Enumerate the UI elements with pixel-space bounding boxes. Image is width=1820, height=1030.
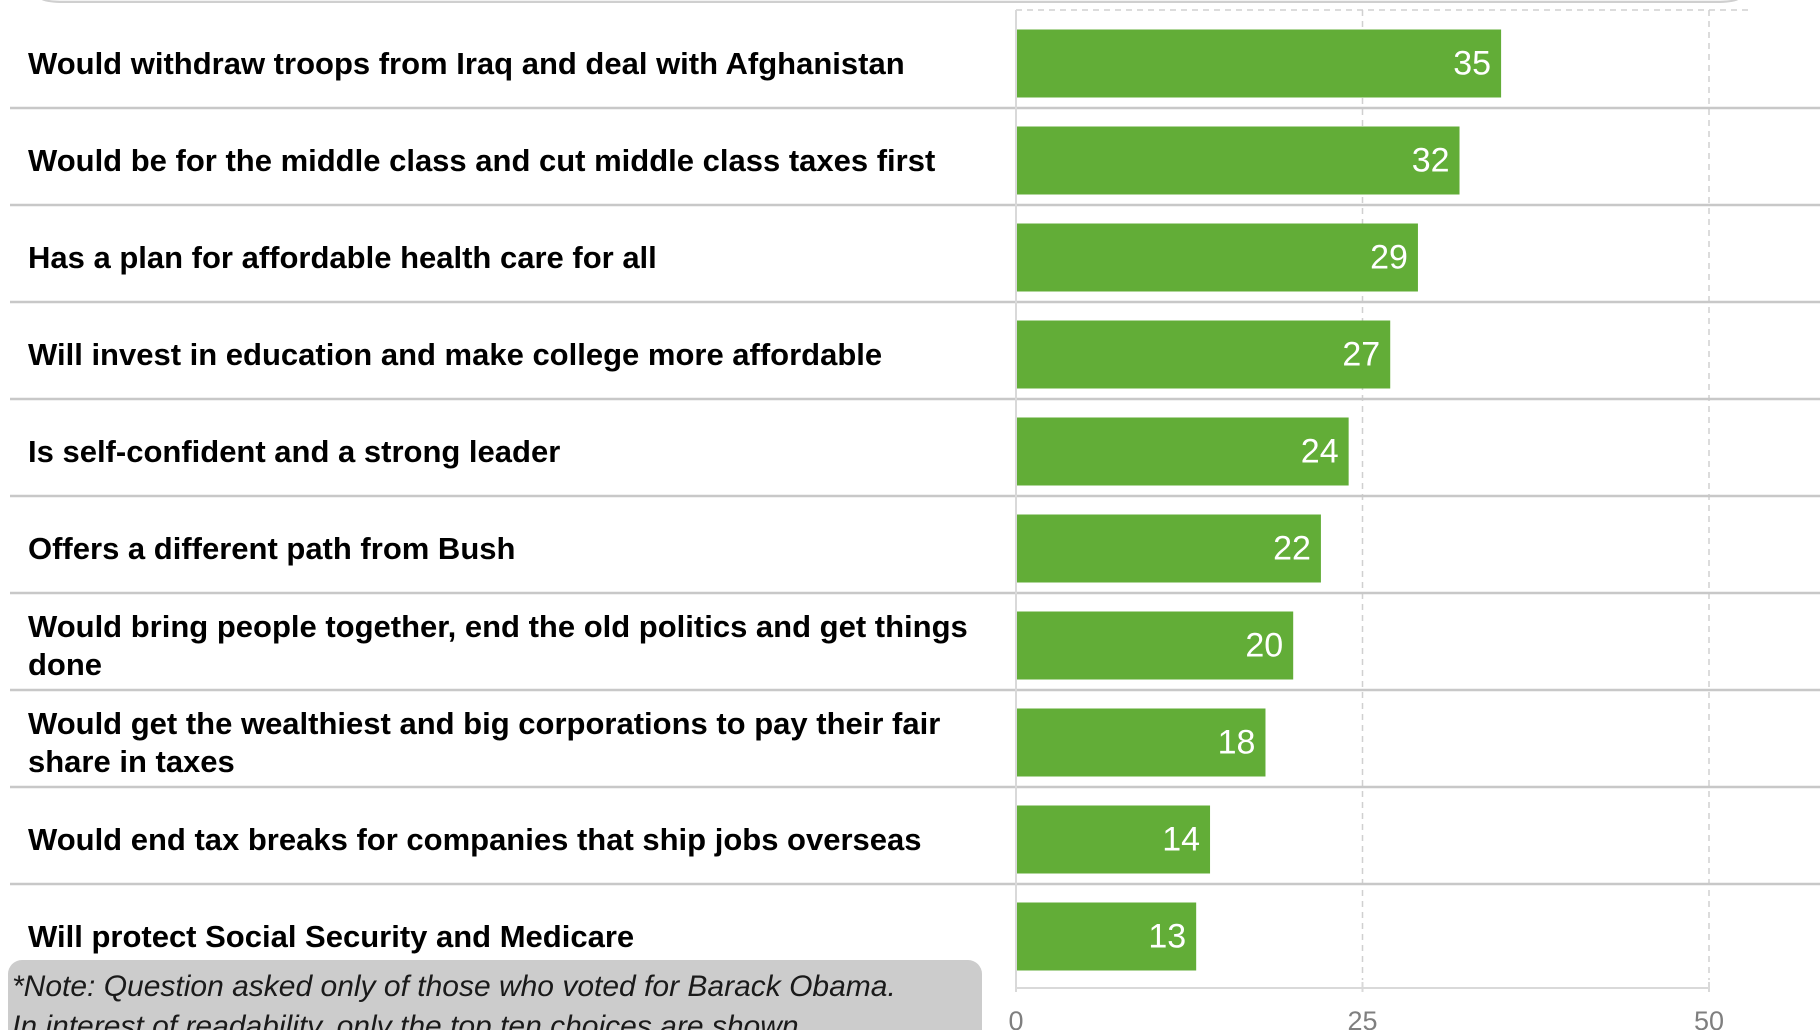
bar (1016, 29, 1502, 98)
category-label: Would end tax breaks for companies that … (28, 822, 922, 857)
value-label: 22 (1273, 530, 1311, 568)
category-label: Would get the wealthiest and big corpora… (28, 706, 940, 741)
bars: 35 Would withdraw troops from Iraq and de… (28, 29, 1502, 971)
category-label: Would bring people together, end the old… (28, 609, 968, 644)
category-label: Would withdraw troops from Iraq and deal… (28, 46, 905, 81)
bar (1016, 514, 1321, 583)
value-label: 27 (1342, 336, 1380, 374)
category-label: Will protect Social Security and Medicar… (28, 919, 634, 954)
value-label: 20 (1245, 627, 1283, 665)
bar (1016, 805, 1211, 874)
category-label: done (28, 647, 102, 682)
value-label: 18 (1218, 724, 1256, 762)
category-label: Offers a different path from Bush (28, 531, 515, 566)
x-tick-label: 50 (1694, 1006, 1724, 1030)
category-label: Would be for the middle class and cut mi… (28, 143, 935, 178)
bar (1016, 611, 1294, 680)
x-axis: 0 25 50 (1008, 10, 1724, 1030)
bar (1016, 417, 1349, 486)
category-label: Will invest in education and make colleg… (28, 337, 882, 372)
value-label: 14 (1162, 821, 1200, 859)
x-tick-label: 25 (1347, 1006, 1377, 1030)
value-label: 35 (1453, 45, 1491, 83)
value-label: 32 (1412, 142, 1450, 180)
category-label: Is self-confident and a strong leader (28, 434, 560, 469)
bar (1016, 223, 1418, 292)
bar (1016, 126, 1460, 195)
x-tick-label: 0 (1008, 1006, 1023, 1030)
note-line-1: *Note: Question asked only of those who … (12, 970, 896, 1003)
row-separators (10, 106, 1820, 886)
note-box: *Note: Question asked only of those who … (8, 960, 982, 1030)
bar (1016, 902, 1197, 971)
category-label: share in taxes (28, 744, 235, 779)
note-line-2: In interest of readability, only the top… (12, 1010, 807, 1030)
value-label: 13 (1148, 918, 1186, 956)
top-panel-edge (41, 0, 1739, 3)
value-label: 29 (1370, 239, 1408, 277)
bar (1016, 320, 1391, 389)
category-label: Has a plan for affordable health care fo… (28, 240, 657, 275)
value-label: 24 (1301, 433, 1339, 471)
note-background (8, 960, 982, 1030)
bar (1016, 708, 1266, 777)
